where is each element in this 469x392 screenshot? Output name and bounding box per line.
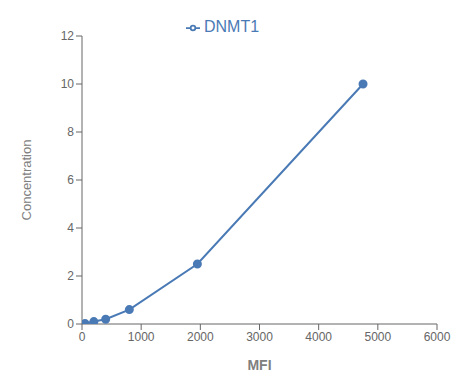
svg-text:6000: 6000 bbox=[424, 330, 451, 344]
svg-text:3000: 3000 bbox=[246, 330, 273, 344]
svg-text:12: 12 bbox=[61, 29, 75, 43]
svg-text:1000: 1000 bbox=[128, 330, 155, 344]
svg-text:5000: 5000 bbox=[364, 330, 391, 344]
svg-text:0: 0 bbox=[67, 317, 74, 331]
html-text:DNMT1: DNMT1 bbox=[203, 18, 259, 35]
svg-text:0: 0 bbox=[79, 330, 86, 344]
svg-text:6: 6 bbox=[67, 173, 74, 187]
svg-text:4000: 4000 bbox=[305, 330, 332, 344]
svg-text:Concentration: Concentration bbox=[19, 140, 34, 221]
svg-text:2000: 2000 bbox=[187, 330, 214, 344]
svg-text:MFI: MFI bbox=[247, 357, 271, 373]
svg-text:2: 2 bbox=[67, 269, 74, 283]
svg-text:8: 8 bbox=[67, 125, 74, 139]
svg-text:4: 4 bbox=[67, 221, 74, 235]
svg-text:10: 10 bbox=[61, 77, 75, 91]
